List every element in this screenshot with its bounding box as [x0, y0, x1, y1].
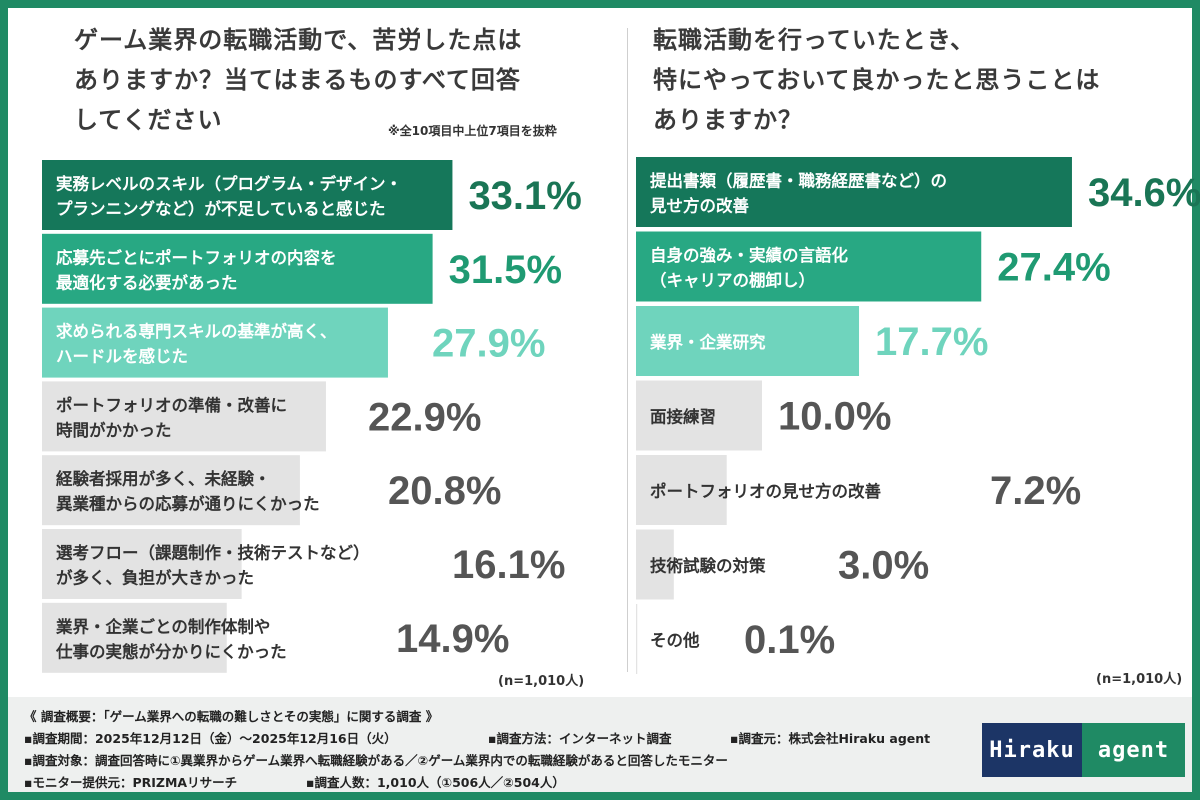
footer-count: ▪調査人数：1,010人（①506人／②504人）	[306, 775, 565, 790]
right-value-label-2: 27.4%	[997, 246, 1110, 290]
left-bar-7	[42, 602, 227, 673]
left-bar-1	[42, 160, 453, 230]
footer-source: ▪調査元：株式会社Hiraku agent	[730, 731, 931, 746]
left-category-label-7-line-2: 仕事の実態が分かりにくかった	[55, 641, 287, 661]
left-category-label-5-line-1: 経験者採用が多く、未経験・	[56, 469, 271, 489]
right-category-label-6: 技術試験の対策	[650, 556, 766, 576]
right-bar-6	[636, 529, 674, 600]
left-category-label-6-line-2: が多く、負担が大きかった	[56, 568, 254, 588]
left-bar-3	[42, 307, 388, 378]
right-category-label-2-line-1: 自身の強み・実績の言語化	[650, 245, 849, 265]
left-bar-5	[42, 455, 300, 526]
left-value-label-2: 31.5%	[449, 248, 562, 292]
footer-heading: 《 調査概要：「ゲーム業界への転職の難しさとその実態」に関する調査 》	[24, 709, 439, 724]
footer-target: ▪調査対象：調査回答時に①異業界からゲーム業界へ転職経験がある／②ゲーム業界内で…	[24, 753, 728, 768]
left-category-label-1-line-1: 実務レベルのスキル（プログラム・デザイン・	[56, 174, 402, 194]
left-category-label-2-line-2: 最適化する必要があった	[56, 272, 238, 292]
column-divider	[627, 28, 628, 672]
right-category-label-2-line-2: （キャリアの棚卸し）	[650, 270, 815, 290]
left-title-line-2: ありますか？当てはまるものすべて回答	[74, 66, 521, 94]
left-category-label-6-line-1: 選考フロー（課題制作・技術テストなど）	[56, 543, 370, 563]
left-category-label-5-line-2: 異業種からの応募が通りにくかった	[56, 494, 320, 514]
logo-text-agent: agent	[1082, 723, 1185, 777]
right-category-label-7: その他	[650, 630, 700, 650]
right-value-label-4: 10.0%	[778, 395, 891, 439]
left-category-label-3-line-2: ハードルを感じた	[56, 346, 188, 366]
right-bar-4	[636, 380, 762, 451]
left-title-line-1: ゲーム業界の転職活動で、苦労した点は	[74, 26, 523, 54]
right-category-label-1-line-2: 見せ方の改善	[649, 196, 749, 216]
right-value-label-7: 0.1%	[744, 618, 835, 662]
left-category-label-2-line-1: 応募先ごとにポートフォリオの内容を	[56, 247, 337, 267]
right-bar-7	[636, 604, 638, 674]
left-value-label-3: 27.9%	[432, 322, 545, 366]
right-category-label-1-line-1: 提出書類（履歴書・職務経歴書など）の	[650, 171, 947, 191]
right-title-line-1: 転職活動を行っていたとき、	[653, 26, 976, 54]
right-value-label-5: 7.2%	[990, 469, 1081, 513]
right-question-title: 転職活動を行っていたとき、 特にやっておいて良かったと思うことは ありますか？	[653, 20, 1100, 140]
right-title-line-2: 特にやっておいて良かったと思うことは	[653, 66, 1101, 94]
right-value-label-1: 34.6%	[1088, 171, 1200, 215]
footer-provider: ▪モニター提供元：PRIZMAリサーチ	[24, 775, 238, 790]
left-value-label-6: 16.1%	[452, 543, 565, 587]
right-bar-5	[636, 455, 727, 525]
left-title-line-3: してください	[74, 106, 223, 134]
left-bar-2	[42, 233, 433, 304]
right-bar-1	[636, 157, 1072, 227]
hiraku-agent-logo: Hiraku agent	[982, 723, 1185, 777]
right-category-label-5: ポートフォリオの見せ方の改善	[650, 481, 881, 501]
right-title-line-3: ありますか？	[653, 106, 803, 134]
left-subset-note: ※全10項目中上位7項目を抜粋	[388, 124, 557, 138]
right-value-label-6: 3.0%	[838, 544, 929, 588]
left-sample-size: (n=1,010人)	[498, 674, 585, 689]
left-category-label-3-line-1: 求められる専門スキルの基準が高く、	[56, 321, 337, 341]
right-bar-3	[636, 306, 860, 376]
right-value-label-3: 17.7%	[875, 320, 988, 364]
left-bar-6	[42, 529, 242, 599]
right-sample-size: (n=1,010人)	[1096, 672, 1183, 687]
left-bar-4	[42, 381, 326, 452]
right-category-label-4: 面接練習	[650, 407, 716, 427]
left-category-label-4-line-1: ポートフォリオの準備・改善に	[56, 395, 287, 415]
logo-text-hiraku: Hiraku	[982, 723, 1082, 777]
left-value-label-4: 22.9%	[368, 395, 481, 439]
left-category-label-1-line-2: プランニングなど）が不足していると感じた	[56, 199, 386, 219]
right-bar-2	[636, 231, 982, 302]
left-value-label-7: 14.9%	[396, 617, 509, 661]
left-value-label-5: 20.8%	[388, 469, 501, 513]
left-value-label-1: 33.1%	[468, 174, 581, 218]
left-category-label-7-line-1: 業界・企業ごとの制作体制や	[56, 616, 270, 636]
right-category-label-3: 業界・企業研究	[650, 332, 766, 352]
left-category-label-4-line-2: 時間がかかった	[56, 420, 172, 440]
footer-method: ▪調査方法：インターネット調査	[488, 731, 672, 746]
footer-period: ▪調査期間：2025年12月12日（金）〜2025年12月16日（火）	[24, 731, 397, 746]
left-question-title: ゲーム業界の転職活動で、苦労した点は ありますか？当てはまるものすべて回答 して…	[74, 20, 522, 140]
